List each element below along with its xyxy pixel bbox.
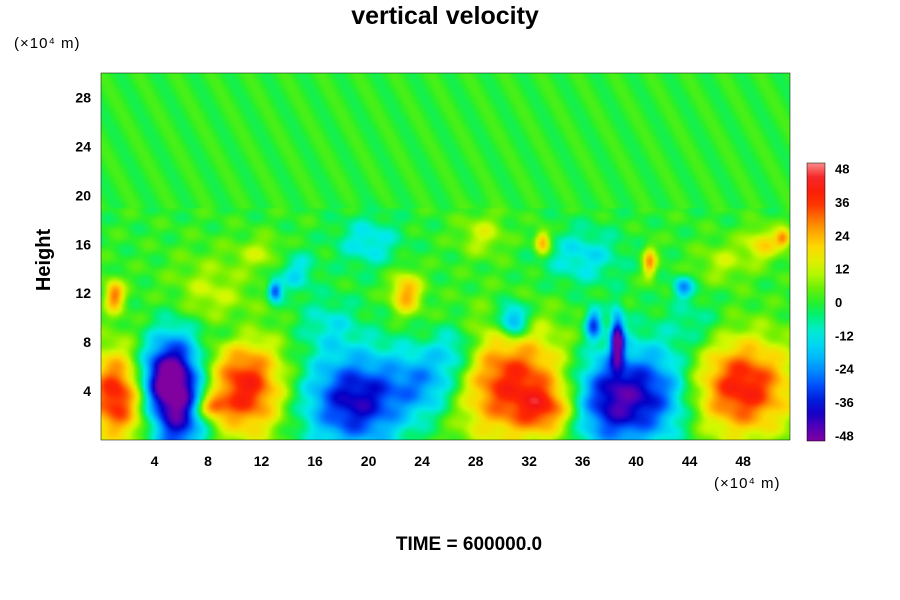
colorbar-bar: [806, 162, 826, 442]
y-tick-labels: 4 8 12 16 20 24 28: [75, 89, 91, 399]
y-tick-label: 20: [75, 187, 91, 203]
y-tick-label: 16: [75, 236, 91, 252]
y-tick-label: 4: [83, 383, 91, 399]
colorbar-tick-label: -36: [835, 395, 854, 410]
colorbar-tick-label: 36: [835, 195, 849, 210]
y-tick-label: 12: [75, 285, 91, 301]
x-tick-label: 12: [254, 453, 270, 469]
x-tick-label: 44: [682, 453, 698, 469]
plot-frame: [100, 72, 791, 441]
colorbar-tick-label: -24: [835, 362, 855, 377]
x-tick-label: 4: [151, 453, 159, 469]
colorbar-tick-label: 48: [835, 162, 849, 177]
x-tick-label: 32: [521, 453, 537, 469]
y-axis-unit: (×10⁴ m): [14, 35, 81, 52]
y-tick-label: 24: [75, 138, 91, 154]
plot-area: [101, 73, 790, 440]
colorbar-tick-label: -48: [835, 428, 854, 443]
colorbar-tick-label: 24: [835, 228, 850, 243]
chart-title: vertical velocity: [351, 2, 539, 30]
heatmap-raster: [101, 73, 790, 440]
x-tick-label: 24: [414, 453, 430, 469]
x-tick-label: 40: [628, 453, 644, 469]
colorbar-tick-label: 0: [835, 295, 842, 310]
x-tick-labels: 4 8 12 16 20 24 28 32 36 40 44 48: [151, 453, 752, 469]
colorbar: 48 36 24 12 0 -12 -24 -36 -48: [806, 162, 855, 443]
y-tick-label: 8: [83, 334, 91, 350]
x-tick-label: 20: [361, 453, 377, 469]
time-label: TIME = 600000.0: [396, 534, 542, 555]
colorbar-tick-label: 12: [835, 262, 849, 277]
x-tick-label: 16: [307, 453, 323, 469]
y-tick-label: 28: [75, 89, 91, 105]
x-tick-label: 36: [575, 453, 591, 469]
x-tick-label: 48: [735, 453, 751, 469]
y-axis-label: Height: [33, 229, 55, 292]
x-axis-unit: (×10⁴ m): [714, 475, 781, 492]
colorbar-tick-label: -12: [835, 328, 854, 343]
x-tick-label: 28: [468, 453, 484, 469]
x-tick-label: 8: [204, 453, 212, 469]
